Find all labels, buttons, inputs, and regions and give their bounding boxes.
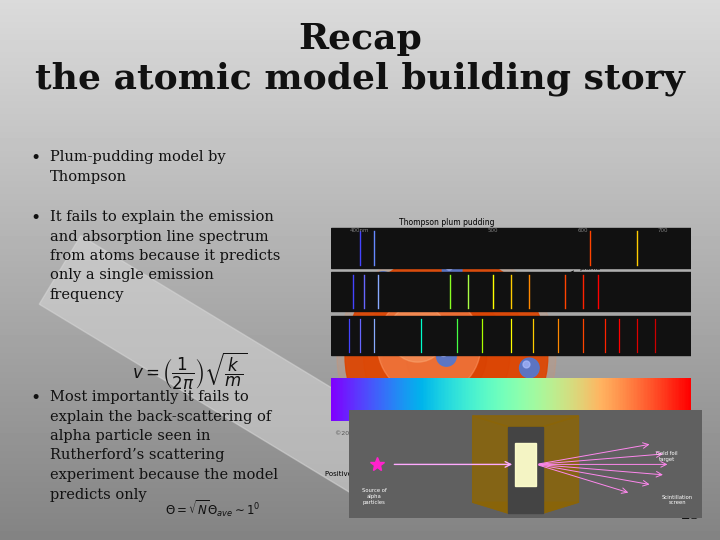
Text: model of the atom: model of the atom (411, 230, 482, 239)
Circle shape (345, 255, 548, 458)
Circle shape (365, 401, 372, 408)
Circle shape (505, 289, 526, 308)
Text: 600: 600 (578, 228, 588, 233)
Polygon shape (472, 416, 579, 427)
Polygon shape (472, 502, 579, 513)
Circle shape (383, 293, 510, 420)
Text: 400nm: 400nm (349, 228, 369, 233)
Circle shape (364, 273, 529, 440)
Circle shape (509, 292, 516, 299)
Circle shape (347, 335, 366, 355)
Text: Plum-pudding model by
Thompson: Plum-pudding model by Thompson (50, 150, 225, 184)
Text: •: • (30, 390, 40, 407)
Circle shape (523, 361, 530, 368)
Circle shape (494, 422, 514, 441)
Circle shape (377, 275, 384, 281)
Text: Scintillation
screen: Scintillation screen (662, 495, 693, 505)
Circle shape (442, 260, 462, 280)
Circle shape (446, 263, 453, 270)
Text: $v = \left(\dfrac{1}{2\pi}\right)\sqrt{\dfrac{k}{m}}$: $v = \left(\dfrac{1}{2\pi}\right)\sqrt{\… (132, 350, 248, 391)
Bar (508, 427, 544, 513)
Text: ©2004 Thompson - Brooks/Cole: ©2004 Thompson - Brooks/Cole (335, 430, 436, 436)
Text: Source of
alpha
particles: Source of alpha particles (361, 488, 386, 505)
Circle shape (348, 259, 544, 454)
Text: Gold foil
target: Gold foil target (656, 451, 678, 462)
Text: •: • (30, 150, 40, 167)
Circle shape (337, 247, 556, 466)
Text: the atomic model building story: the atomic model building story (35, 62, 685, 97)
Text: 23: 23 (680, 508, 700, 522)
Circle shape (389, 305, 446, 362)
Circle shape (498, 424, 505, 431)
Circle shape (428, 440, 436, 446)
FancyArrow shape (40, 236, 433, 513)
Text: Positive pu: Positive pu (325, 471, 364, 477)
Text: 700: 700 (657, 228, 667, 233)
Text: Thompson plum pudding: Thompson plum pudding (399, 218, 494, 227)
Bar (331, 228, 691, 268)
Circle shape (377, 293, 481, 397)
Text: Negative
electron
plums: Negative electron plums (519, 251, 610, 297)
Circle shape (520, 358, 539, 377)
Circle shape (350, 338, 357, 345)
Circle shape (406, 316, 487, 397)
Polygon shape (472, 416, 508, 513)
Text: It fails to explain the emission
and absorption line spectrum
from atoms because: It fails to explain the emission and abs… (50, 210, 280, 302)
Text: 500: 500 (488, 228, 498, 233)
Text: •: • (30, 210, 40, 227)
Circle shape (440, 349, 447, 356)
Bar (331, 316, 691, 355)
Circle shape (373, 272, 393, 291)
Text: $\Theta = \sqrt{N}\Theta_{ave} \sim 1^0$: $\Theta = \sqrt{N}\Theta_{ave} \sim 1^0$ (165, 498, 261, 519)
Text: Most importantly it fails to
explain the back-scattering of
alpha particle seen : Most importantly it fails to explain the… (50, 390, 278, 502)
Bar (331, 272, 691, 312)
Text: Recap: Recap (298, 22, 422, 56)
Polygon shape (544, 416, 579, 513)
Circle shape (425, 436, 445, 456)
Circle shape (361, 399, 382, 418)
Circle shape (436, 347, 456, 366)
Bar (515, 443, 536, 486)
